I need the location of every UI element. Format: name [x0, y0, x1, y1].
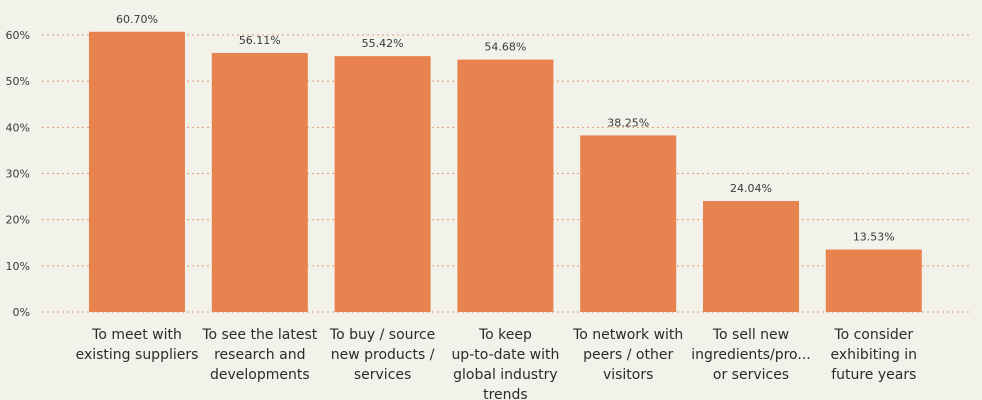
x-tick-label-line: To sell new	[712, 327, 789, 343]
bar	[457, 59, 554, 312]
x-tick-label: To network with peers / other visitors	[572, 327, 683, 383]
x-tick-label-line: ingredients/pro...	[691, 347, 810, 363]
bar	[211, 52, 308, 312]
x-tick-label: To keep up-to-date with global industry tre…	[451, 327, 559, 400]
x-tick-label-line: To buy / source	[329, 327, 435, 343]
x-tick-label: To sell new ingredients/pro... or services	[691, 327, 810, 383]
x-tick-label-line: up-to-date with	[451, 347, 559, 363]
x-tick-label-line: global industry	[453, 367, 558, 383]
x-tick-label-line: research and	[214, 347, 305, 363]
y-tick-label: 60%	[6, 29, 30, 42]
x-tick-label-line: To consider	[833, 327, 913, 343]
data-label: 54.68%	[484, 41, 526, 54]
x-tick-label-line: trends	[483, 387, 528, 400]
x-tick-label-line: visitors	[603, 367, 653, 383]
x-tick-label-line: new products /	[331, 347, 435, 363]
y-tick-label: 50%	[6, 75, 30, 88]
x-tick-label: To consider exhibiting in future years	[831, 327, 918, 383]
x-tick-label: To meet with existing suppliers	[76, 327, 199, 363]
x-tick-label-line: existing suppliers	[76, 347, 199, 363]
y-tick-label: 20%	[6, 214, 30, 227]
x-tick-label-line: future years	[831, 367, 916, 383]
x-tick-label-line: developments	[210, 367, 310, 383]
bar	[334, 56, 431, 312]
x-tick-label-line: exhibiting in	[831, 347, 918, 363]
y-tick-label: 0%	[13, 306, 30, 319]
bar	[580, 135, 677, 312]
x-tick-label-line: To network with	[572, 327, 683, 343]
x-tick-label: To buy / source new products / services	[329, 327, 435, 383]
y-tick-label: 40%	[6, 121, 30, 134]
data-label: 24.04%	[730, 182, 772, 195]
x-tick-label: To see the latest research and development…	[201, 327, 317, 383]
y-tick-label: 10%	[6, 260, 30, 273]
x-tick-label-line: peers / other	[583, 347, 673, 363]
x-tick-label-line: To see the latest	[201, 327, 317, 343]
data-label: 56.11%	[239, 34, 281, 47]
bar	[825, 249, 922, 312]
x-tick-label-line: To keep	[478, 327, 532, 343]
bar	[703, 201, 799, 312]
y-tick-label: 30%	[6, 168, 30, 181]
x-tick-label-line: or services	[713, 367, 789, 383]
bar	[89, 31, 185, 312]
data-label: 60.70%	[116, 13, 158, 26]
x-tick-label-line: To meet with	[91, 327, 182, 343]
data-label: 13.53%	[853, 231, 895, 244]
data-label: 38.25%	[607, 116, 649, 129]
x-tick-label-line: services	[354, 367, 411, 383]
data-label: 55.42%	[362, 37, 404, 50]
